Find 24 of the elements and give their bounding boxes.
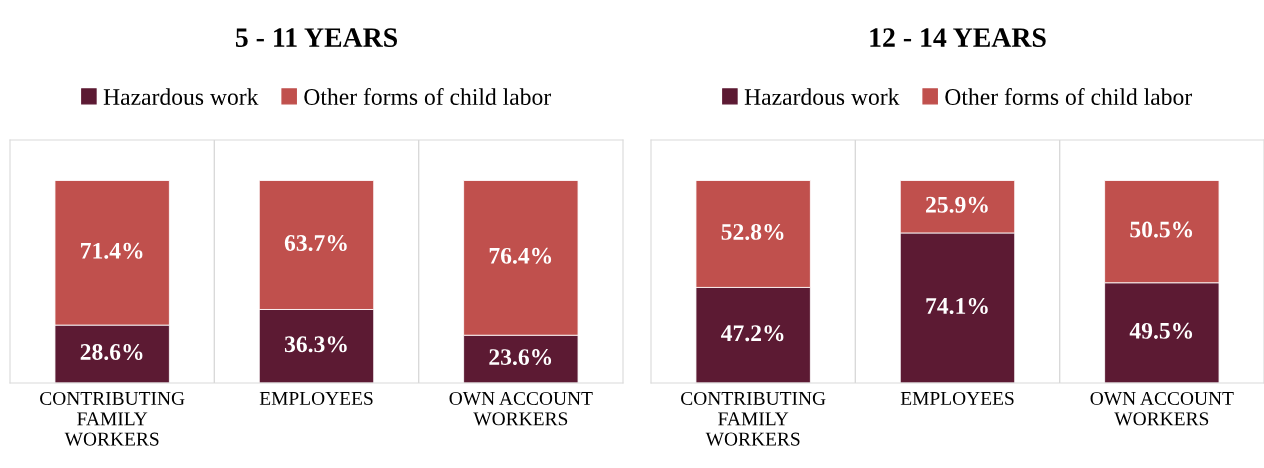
data-label: 50.5%: [1130, 221, 1193, 238]
data-label: 25.9%: [926, 196, 988, 213]
x-tick-label: OWN ACCOUNT WORKERS: [1090, 391, 1234, 426]
data-label: 76.4%: [489, 247, 552, 264]
legend-label: Other forms of child labor: [945, 88, 1192, 105]
data-label: 71.4%: [81, 242, 143, 259]
x-tick-label: EMPLOYEES: [259, 391, 373, 406]
legend-label: Hazardous work: [103, 88, 259, 105]
data-label: 47.2%: [721, 325, 784, 342]
chart-title: 12 - 14 YEARS: [870, 28, 1046, 47]
data-label: 49.5%: [1129, 322, 1193, 339]
data-label: 36.3%: [284, 336, 347, 353]
data-label: 74.1%: [926, 297, 988, 314]
data-label: 63.7%: [284, 234, 347, 252]
legend-label: Other forms of child labor: [304, 88, 551, 105]
data-label: 52.8%: [721, 223, 784, 240]
x-tick-label: CONTRIBUTING FAMILY WORKERS: [40, 391, 185, 446]
data-label: 28.6%: [80, 344, 143, 361]
legend-label: Hazardous work: [744, 88, 900, 105]
x-tick-label: CONTRIBUTING FAMILY WORKERS: [681, 391, 826, 446]
x-tick-label: OWN ACCOUNT WORKERS: [449, 391, 593, 426]
data-label: 23.6%: [489, 349, 552, 366]
chart-title: 5 - 11 YEARS: [235, 28, 397, 47]
x-tick-label: EMPLOYEES: [900, 391, 1014, 406]
